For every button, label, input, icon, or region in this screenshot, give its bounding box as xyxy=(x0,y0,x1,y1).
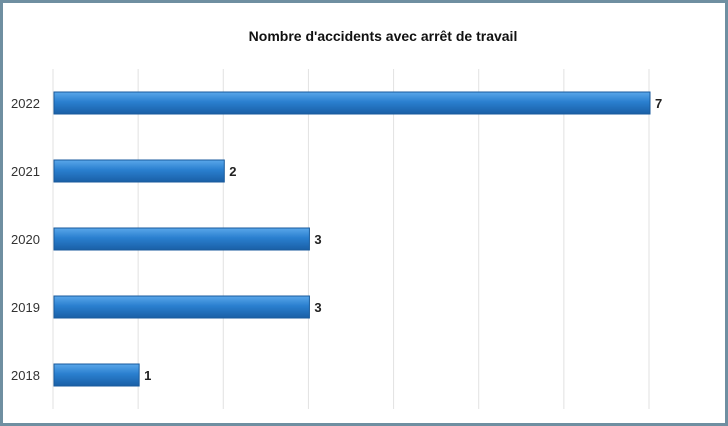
data-label: 7 xyxy=(655,96,662,111)
y-tick-label: 2019 xyxy=(11,300,40,315)
data-label: 3 xyxy=(314,300,321,315)
chart-title: Nombre d'accidents avec arrêt de travail xyxy=(249,28,518,44)
data-labels: 7 2 3 3 1 xyxy=(144,96,662,383)
bar-2022 xyxy=(53,91,651,115)
y-tick-label: 2018 xyxy=(11,368,40,383)
y-tick-label: 2021 xyxy=(11,164,40,179)
data-label: 3 xyxy=(314,232,321,247)
bar-2018 xyxy=(53,363,140,387)
bar-2020 xyxy=(53,227,310,251)
bar-2019 xyxy=(53,295,310,319)
bar-2021 xyxy=(53,159,225,183)
data-label: 2 xyxy=(229,164,236,179)
bar-chart: Nombre d'accidents avec arrêt de travail… xyxy=(11,28,662,409)
y-tick-labels: 2022 2021 2020 2019 2018 xyxy=(11,96,40,383)
data-label: 1 xyxy=(144,368,151,383)
y-tick-label: 2022 xyxy=(11,96,40,111)
y-tick-label: 2020 xyxy=(11,232,40,247)
bars xyxy=(53,91,651,387)
